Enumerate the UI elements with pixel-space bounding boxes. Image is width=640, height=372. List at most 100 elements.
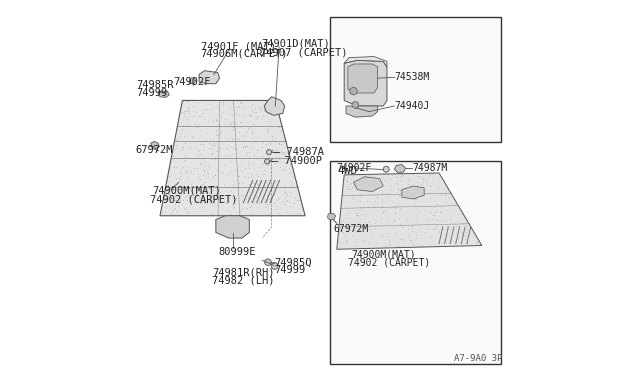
- Point: [248, 151, 259, 157]
- Point: [415, 181, 426, 187]
- Point: [285, 169, 296, 175]
- Text: 74901D(MAT): 74901D(MAT): [261, 39, 330, 49]
- Point: [260, 107, 270, 113]
- Point: [268, 192, 278, 198]
- Polygon shape: [344, 60, 387, 106]
- Point: [202, 192, 212, 198]
- Point: [420, 179, 431, 185]
- Point: [371, 218, 381, 224]
- Point: [390, 203, 400, 209]
- Point: [263, 110, 273, 116]
- Point: [189, 121, 200, 126]
- Point: [204, 101, 214, 107]
- Point: [245, 124, 255, 130]
- Point: [198, 167, 209, 173]
- Polygon shape: [160, 100, 305, 216]
- Point: [244, 181, 255, 187]
- Point: [236, 192, 246, 198]
- Point: [456, 233, 467, 239]
- Point: [248, 189, 258, 195]
- Point: [200, 179, 210, 185]
- Point: [340, 184, 351, 190]
- Point: [204, 118, 214, 124]
- Point: [413, 227, 424, 232]
- Point: [454, 223, 465, 229]
- Point: [358, 237, 369, 243]
- Point: [227, 192, 237, 198]
- Point: [179, 110, 189, 116]
- Point: [408, 171, 418, 177]
- Point: [189, 165, 199, 171]
- Point: [431, 223, 441, 229]
- Point: [431, 207, 442, 213]
- Point: [438, 226, 448, 232]
- Point: [205, 156, 216, 162]
- Point: [399, 244, 409, 250]
- Point: [225, 105, 236, 111]
- Point: [204, 185, 214, 191]
- Point: [371, 240, 381, 246]
- Point: [255, 115, 266, 121]
- Polygon shape: [328, 213, 335, 219]
- Point: [372, 195, 382, 201]
- Point: [422, 225, 432, 231]
- Point: [168, 207, 179, 213]
- Point: [342, 240, 353, 246]
- Point: [419, 207, 429, 213]
- Point: [369, 192, 379, 198]
- Point: [369, 222, 380, 228]
- Point: [414, 208, 424, 214]
- Point: [234, 210, 244, 216]
- Point: [238, 133, 248, 139]
- Point: [377, 196, 387, 202]
- Point: [244, 185, 255, 191]
- Point: [210, 184, 220, 190]
- Point: [259, 171, 269, 177]
- Point: [222, 146, 232, 152]
- Point: [172, 155, 182, 161]
- Point: [281, 167, 291, 173]
- Point: [177, 146, 188, 152]
- Point: [333, 239, 344, 245]
- Point: [271, 150, 281, 156]
- Point: [259, 212, 269, 218]
- Point: [402, 216, 412, 222]
- Point: [365, 185, 376, 190]
- Point: [334, 230, 344, 235]
- Point: [184, 145, 195, 151]
- Point: [276, 141, 286, 147]
- Point: [278, 129, 288, 135]
- Point: [269, 126, 279, 132]
- Point: [395, 244, 405, 250]
- Point: [353, 211, 364, 217]
- Text: 74907 (CARPET): 74907 (CARPET): [260, 47, 348, 57]
- Point: [179, 152, 189, 158]
- Point: [386, 187, 396, 193]
- Point: [217, 109, 227, 115]
- Point: [175, 197, 185, 203]
- Point: [377, 224, 387, 230]
- Point: [357, 205, 367, 211]
- Point: [233, 173, 243, 179]
- Point: [260, 159, 270, 165]
- Point: [377, 199, 387, 205]
- Point: [228, 181, 239, 187]
- Point: [343, 186, 353, 192]
- Point: [392, 243, 402, 249]
- Point: [221, 201, 231, 206]
- Point: [205, 115, 215, 121]
- Point: [197, 208, 207, 214]
- Point: [262, 161, 272, 167]
- Point: [413, 173, 424, 179]
- Point: [227, 119, 237, 125]
- Point: [176, 131, 186, 137]
- Point: [340, 195, 350, 201]
- Point: [178, 144, 188, 150]
- Point: [403, 226, 413, 232]
- Point: [367, 181, 378, 187]
- Point: [396, 174, 406, 180]
- Point: [208, 173, 218, 179]
- Point: [183, 174, 193, 180]
- Point: [195, 151, 205, 157]
- Point: [279, 151, 289, 157]
